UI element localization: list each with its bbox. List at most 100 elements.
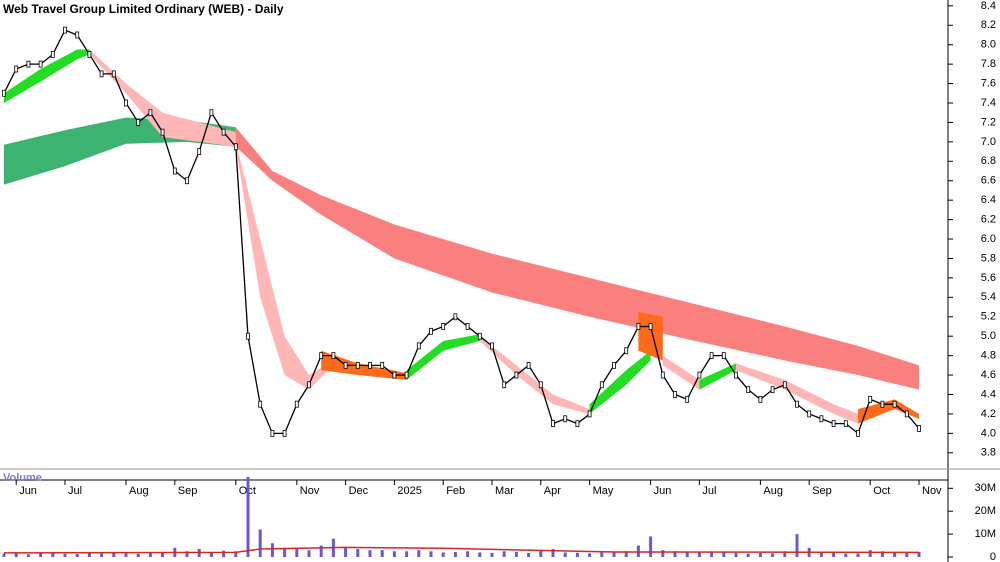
volume-bar xyxy=(270,543,274,557)
price-mark xyxy=(465,323,470,330)
volume-bar xyxy=(649,536,653,557)
volume-bar xyxy=(161,551,165,557)
price-mark xyxy=(453,313,458,321)
y-tick-label: 5.8 xyxy=(981,252,996,264)
price-mark xyxy=(75,31,80,39)
x-tick-label: 2025 xyxy=(397,485,421,497)
price-mark xyxy=(404,371,409,379)
price-mark xyxy=(160,128,165,136)
price-mark xyxy=(770,386,775,394)
price-mark xyxy=(26,60,31,68)
volume-bar xyxy=(344,547,348,557)
volume-bar xyxy=(148,552,152,557)
y-tick-label: 5.0 xyxy=(981,330,996,342)
price-mark xyxy=(490,342,494,350)
price-mark xyxy=(477,332,482,340)
volume-bar xyxy=(453,551,457,557)
price-mark xyxy=(209,109,214,117)
x-tick-label: Sep xyxy=(812,485,832,497)
volume-bar xyxy=(588,553,592,557)
volume-bar xyxy=(283,547,287,557)
volume-bar xyxy=(75,554,79,557)
volume-bar xyxy=(124,553,128,557)
y-tick-label: 6.6 xyxy=(981,175,996,187)
volume-bar xyxy=(100,553,104,557)
y-tick-label: 5.4 xyxy=(981,291,996,303)
volume-bar xyxy=(795,534,799,557)
price-mark xyxy=(197,148,202,155)
y-tick-label: 20M xyxy=(975,505,996,517)
price-mark xyxy=(148,109,153,117)
price-mark xyxy=(648,323,653,330)
volume-bar xyxy=(39,553,43,557)
volume-bar xyxy=(661,550,665,557)
x-tick-label: Oct xyxy=(873,485,890,497)
x-tick-label: Feb xyxy=(446,485,465,497)
price-mark xyxy=(526,361,531,369)
price-mark xyxy=(233,143,238,151)
price-mark xyxy=(917,425,921,432)
volume-bar xyxy=(673,551,677,557)
y-tick-label: 6.0 xyxy=(981,233,996,245)
ribbon xyxy=(406,334,480,380)
volume-bar xyxy=(856,553,860,557)
price-mark xyxy=(904,410,909,418)
x-tick-label: Aug xyxy=(763,485,783,497)
x-tick-label: Mar xyxy=(495,485,514,497)
price-mark xyxy=(63,26,67,34)
volume-bar xyxy=(478,552,482,557)
x-tick-label: Jul xyxy=(702,485,716,497)
y-tick-label: 30M xyxy=(975,482,996,494)
x-tick-label: Sep xyxy=(178,485,198,497)
price-mark xyxy=(868,395,873,403)
volume-bar xyxy=(234,551,238,557)
price-mark xyxy=(697,371,702,379)
volume-bar xyxy=(356,548,360,557)
price-mark xyxy=(50,51,55,58)
volume-bar xyxy=(417,550,421,557)
volume-bar xyxy=(917,551,921,557)
volume-bar xyxy=(758,552,762,557)
price-mark xyxy=(819,415,824,423)
y-tick-label: 6.8 xyxy=(981,155,996,167)
price-mark xyxy=(624,347,629,355)
volume-bar xyxy=(527,552,531,557)
y-tick-label: 8.2 xyxy=(981,19,996,31)
price-mark xyxy=(136,119,141,126)
ribbon xyxy=(699,363,736,390)
price-mark xyxy=(734,371,738,379)
volume-bar xyxy=(746,553,750,557)
volume-bar xyxy=(563,552,567,557)
x-tick-label: Jul xyxy=(68,485,82,497)
price-mark xyxy=(782,381,787,389)
volume-bar xyxy=(209,552,213,557)
price-mark xyxy=(246,332,250,340)
price-mark xyxy=(429,327,433,335)
price-mark xyxy=(636,323,641,330)
y-tick-label: 4.0 xyxy=(981,427,996,439)
volume-bar xyxy=(612,551,616,557)
price-mark xyxy=(307,381,311,389)
price-mark xyxy=(319,352,324,360)
y-tick-label: 6.2 xyxy=(981,214,996,226)
ribbon xyxy=(89,49,236,147)
price-mark xyxy=(721,352,726,360)
x-tick-label: Dec xyxy=(349,485,369,497)
price-mark xyxy=(856,429,860,437)
y-tick-label: 0 xyxy=(990,551,996,562)
volume-bar xyxy=(51,552,55,557)
price-mark xyxy=(514,371,519,379)
y-tick-label: 5.6 xyxy=(981,272,996,284)
price-mark xyxy=(282,429,287,437)
price-mark xyxy=(660,371,665,379)
volume-bar xyxy=(185,551,189,557)
y-tick-label: 8.0 xyxy=(981,39,996,51)
price-mark xyxy=(538,381,543,389)
price-mark xyxy=(758,395,763,403)
price-mark xyxy=(368,361,372,369)
volume-bar xyxy=(319,545,323,557)
volume-bar xyxy=(441,552,445,557)
volume-bar xyxy=(600,552,604,557)
